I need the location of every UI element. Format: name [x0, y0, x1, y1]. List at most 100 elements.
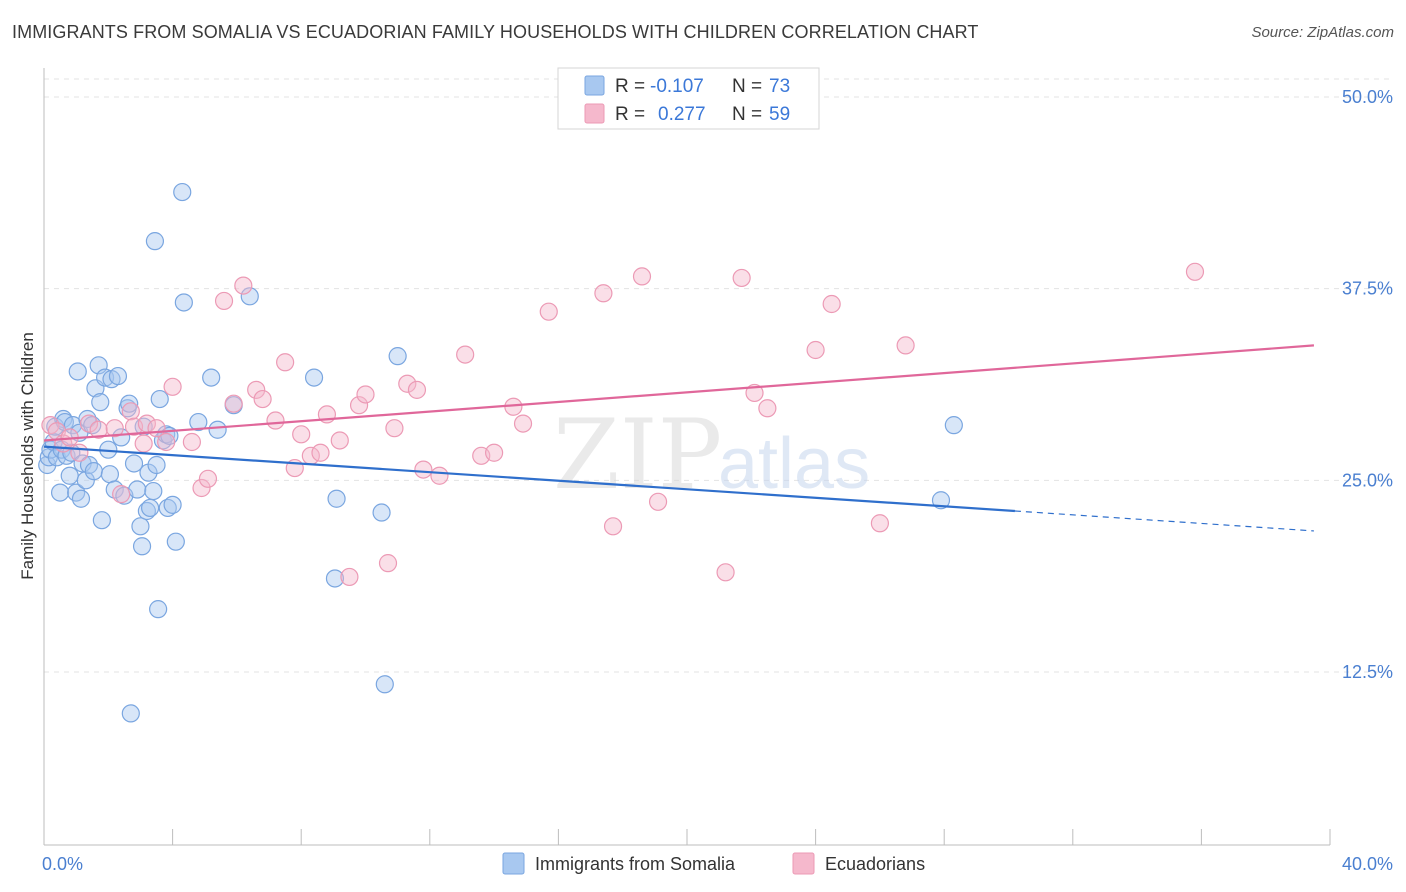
ecuadorian-point	[247, 380, 266, 399]
ecuadorian-point	[105, 419, 124, 438]
ecuadorian-point	[311, 443, 330, 462]
somalia-point	[124, 454, 144, 473]
ecuadorian-point	[539, 302, 558, 321]
ecuadorian-point	[157, 432, 176, 452]
y-tick-label: 25.0%	[1342, 470, 1393, 490]
bottom-legend: Immigrants from Somalia Ecuadorians	[502, 852, 925, 875]
legend-r-value: -0.107	[650, 76, 704, 97]
watermark-zip: ZIP	[553, 399, 722, 511]
x-tick-label-max: 40.0%	[1342, 854, 1393, 874]
somalia-point	[132, 537, 152, 556]
somalia-point	[128, 480, 147, 499]
legend-swatch-blue	[584, 75, 605, 96]
ecuadorian-point	[648, 492, 668, 511]
bottom-legend-swatch-blue	[502, 852, 525, 875]
somalia-point	[163, 495, 182, 514]
ecuadorian-point	[134, 434, 153, 453]
legend-r-label: R =	[615, 104, 645, 125]
ecuadorian-point	[632, 267, 652, 286]
somalia-point	[327, 489, 346, 508]
bottom-legend-label-somalia: Immigrants from Somalia	[535, 854, 736, 874]
ecuadorian-point	[192, 478, 211, 498]
gridlines	[44, 78, 1393, 673]
ecuadorian-point	[603, 517, 623, 536]
somalia-point	[67, 483, 86, 502]
somalia-point	[84, 462, 103, 481]
ecuadorian-point	[356, 385, 375, 404]
somalia-point	[149, 600, 168, 619]
somalia-point	[50, 483, 70, 502]
legend-r-label: R =	[615, 76, 645, 97]
ecuadorian-point	[385, 419, 404, 438]
somalia-point	[147, 455, 166, 475]
source-label: Source: ZipAtlas.com	[1251, 24, 1394, 41]
somalia-point	[100, 465, 120, 484]
somalia-trend-extension	[1014, 510, 1314, 532]
somalia-trend-line	[43, 445, 1016, 513]
somalia-point	[166, 532, 185, 551]
somalia-point	[105, 480, 124, 499]
ecuadorian-point	[716, 563, 735, 582]
ecuadorian-point	[822, 294, 841, 314]
somalia-point	[372, 503, 391, 522]
legend-box: R = -0.107 N = 73 R = 0.277 N = 59	[557, 67, 820, 130]
somalia-point	[145, 232, 165, 251]
somalia-point	[92, 511, 111, 530]
somalia-point	[112, 428, 131, 447]
somalia-point	[208, 420, 227, 439]
somalia-point	[931, 491, 951, 510]
ecuadorian-point	[163, 377, 182, 396]
ecuadorian-trend-line	[43, 344, 1315, 442]
somalia-point	[121, 704, 140, 723]
somalia-point	[108, 366, 128, 386]
ecuadorian-point	[758, 399, 777, 418]
ecuadorian-point	[292, 425, 311, 444]
ecuadorian-point	[276, 353, 295, 372]
x-tick-label-min: 0.0%	[42, 854, 83, 874]
data-points	[38, 182, 1205, 723]
ecuadorian-point	[398, 374, 417, 393]
somalia-point	[240, 287, 259, 306]
somalia-point	[71, 489, 91, 508]
chart-title: IMMIGRANTS FROM SOMALIA VS ECUADORIAN FA…	[12, 22, 979, 42]
ecuadorian-point	[340, 567, 359, 587]
ecuadorian-point	[430, 466, 449, 485]
legend-n-label: N =	[732, 76, 762, 97]
legend-r-value: 0.277	[658, 104, 706, 125]
ecuadorian-point	[234, 276, 253, 295]
ecuadorian-point	[870, 514, 890, 533]
y-tick-label: 12.5%	[1342, 662, 1393, 682]
ecuadorian-point	[198, 469, 218, 488]
somalia-point	[60, 466, 79, 485]
legend-n-value: 59	[769, 104, 790, 125]
somalia-point	[150, 389, 169, 409]
legend-swatch-pink	[584, 103, 605, 124]
legend-n-label: N =	[732, 104, 762, 125]
ecuadorian-point	[732, 268, 751, 288]
ecuadorian-point	[378, 554, 398, 573]
ecuadorian-point	[456, 345, 475, 364]
ecuadorian-point	[349, 396, 369, 415]
somalia-point	[304, 368, 324, 387]
ecuadorian-point	[121, 402, 140, 421]
somalia-point	[137, 501, 156, 521]
somalia-point	[325, 569, 345, 588]
somalia-point	[173, 182, 192, 202]
bottom-legend-swatch-pink	[792, 852, 815, 875]
somalia-point	[140, 498, 160, 518]
y-tick-labels: 12.5% 25.0% 37.5% 50.0%	[1342, 87, 1393, 682]
ecuadorian-point	[253, 389, 272, 409]
ecuadorian-point	[407, 380, 427, 399]
ecuadorian-point	[214, 291, 234, 311]
ecuadorian-point	[485, 443, 504, 462]
somalia-point	[944, 416, 963, 435]
somalia-point	[158, 498, 177, 518]
somalia-point	[38, 455, 57, 475]
ecuadorian-point	[1185, 262, 1205, 281]
ecuadorian-point	[266, 411, 285, 430]
ecuadorian-point	[224, 394, 243, 413]
y-tick-label: 37.5%	[1342, 279, 1393, 299]
somalia-point	[79, 455, 99, 475]
somalia-point	[189, 412, 208, 432]
